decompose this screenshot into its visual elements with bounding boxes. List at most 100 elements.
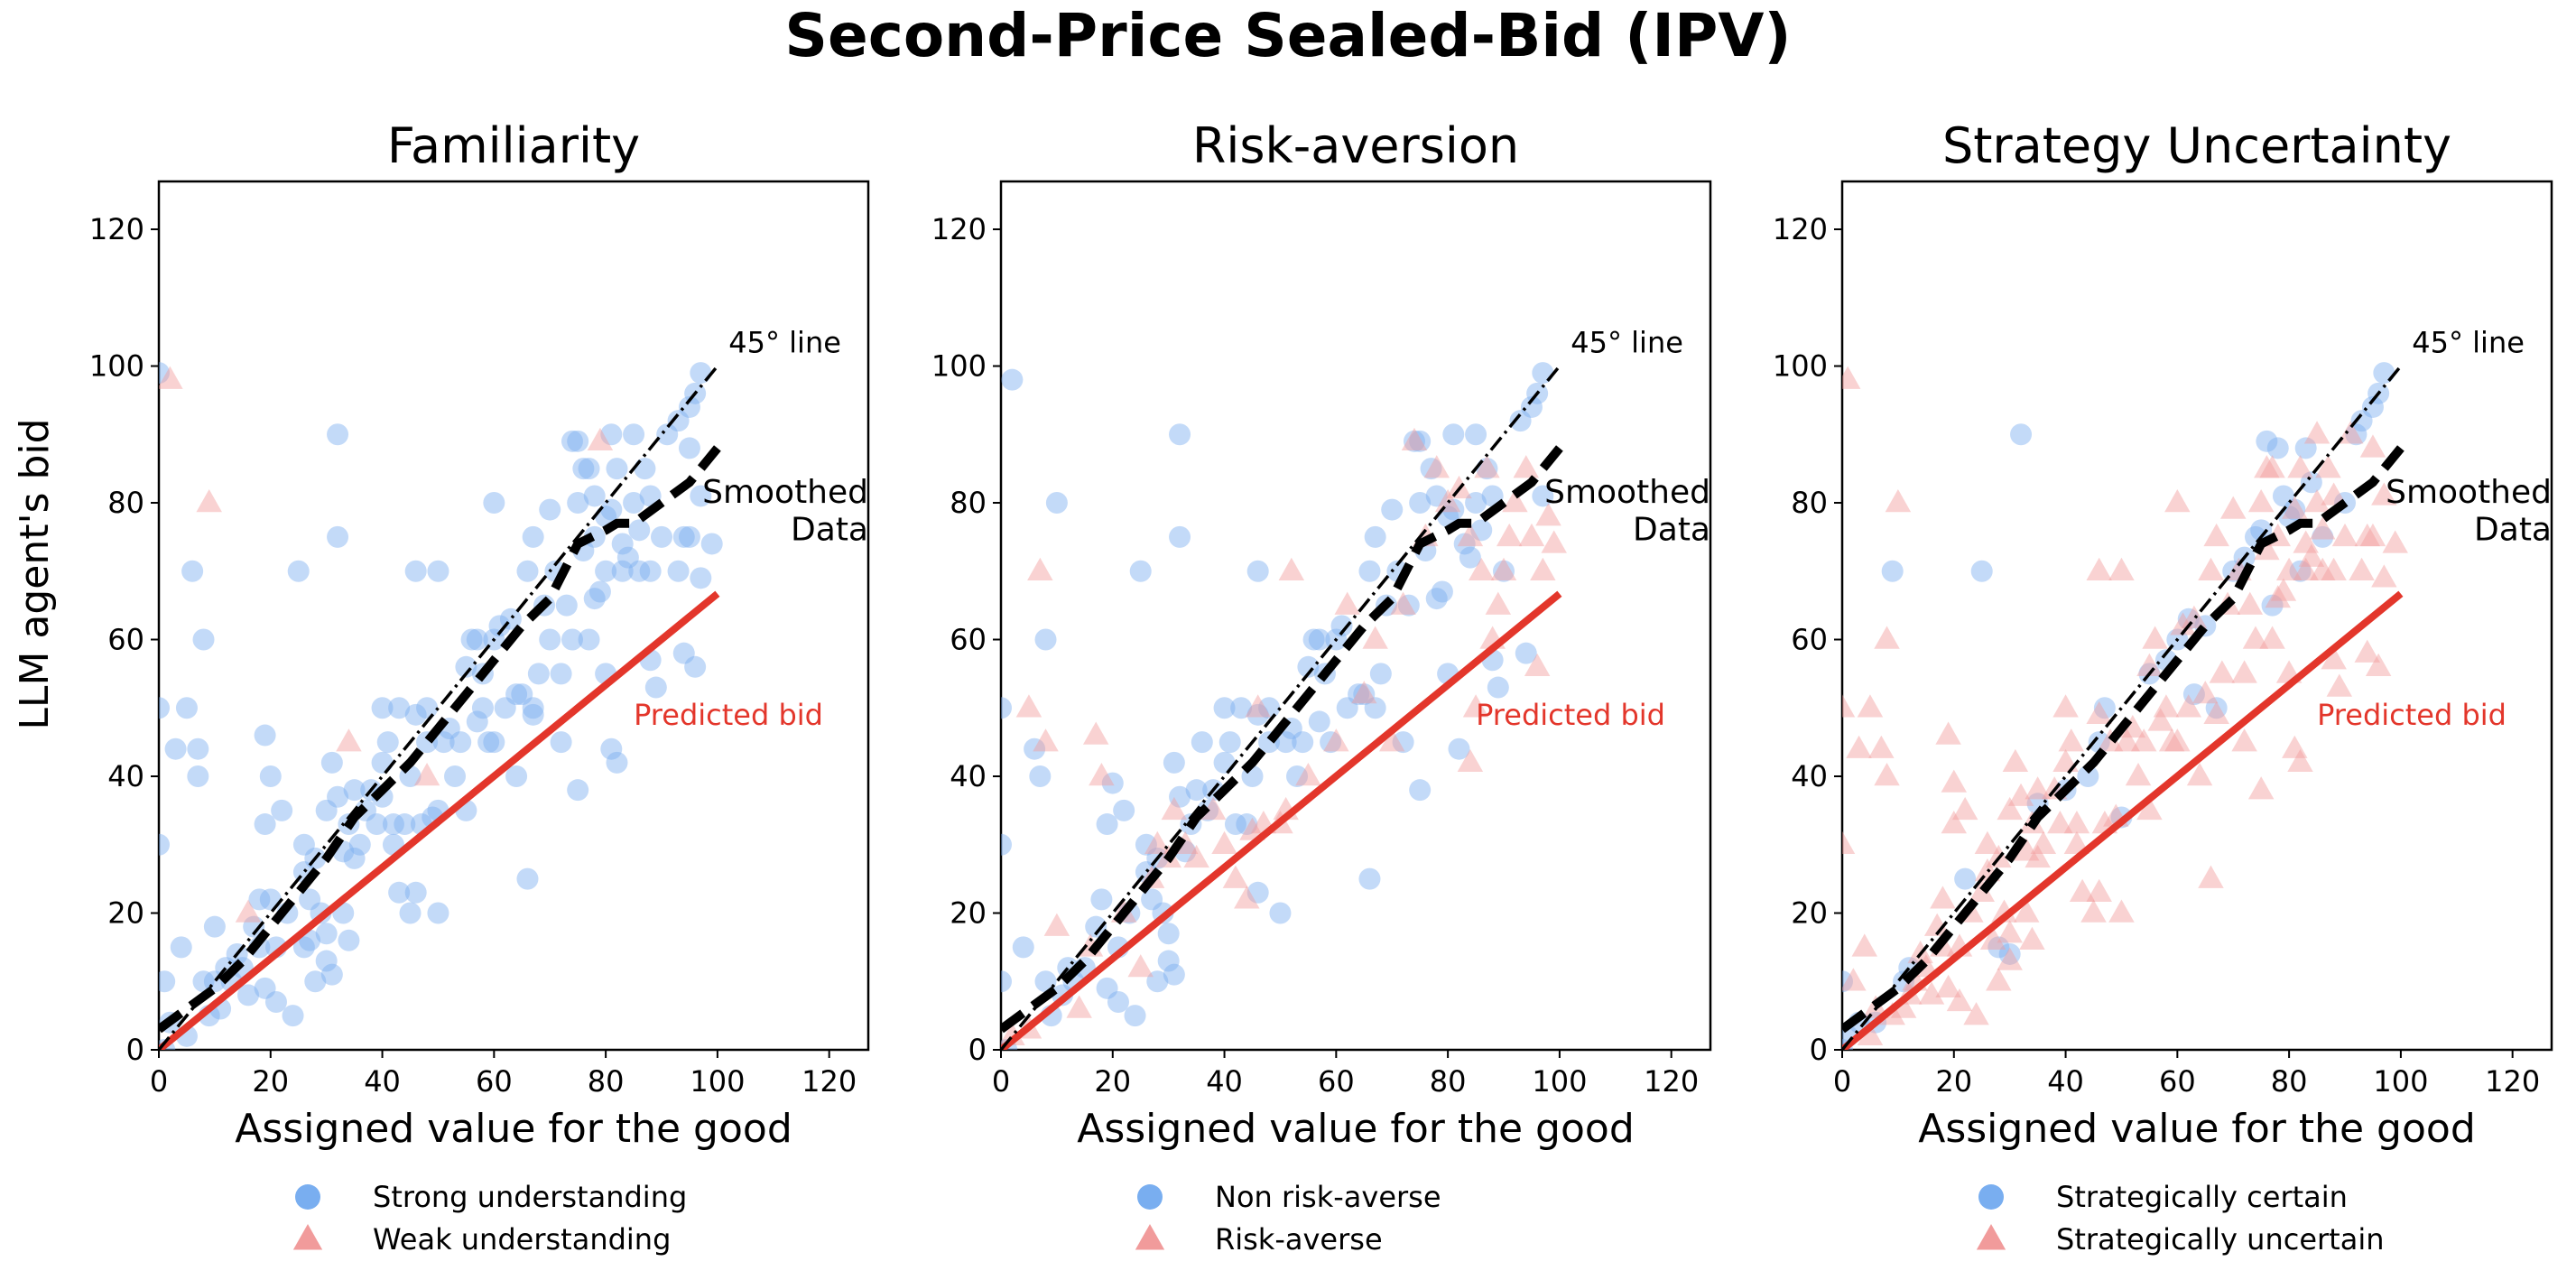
data-point-triangle (1842, 830, 1856, 854)
data-point-triangle (2310, 557, 2336, 580)
data-point-circle (2177, 608, 2200, 630)
data-point-triangle (2030, 830, 2057, 854)
data-point-circle (1425, 588, 1448, 610)
data-point-circle (588, 580, 611, 603)
data-point-circle (606, 458, 628, 480)
data-point-circle (2345, 423, 2368, 446)
data-point-circle (1988, 936, 2010, 959)
y-tick-label: 120 (89, 212, 144, 246)
data-point-triangle (1941, 811, 1968, 834)
data-point-triangle (1474, 455, 1500, 478)
smoothed-label-data: Data (791, 512, 868, 549)
data-point-triangle (1874, 626, 1900, 649)
data-point-circle (1034, 970, 1057, 993)
data-point-circle (1381, 498, 1404, 521)
x-tick-label: 0 (150, 1064, 168, 1099)
x-tick-label: 80 (2271, 1064, 2308, 1099)
data-point-circle (1532, 362, 1554, 385)
data-point-triangle (2114, 728, 2140, 752)
data-point-triangle (1390, 591, 1416, 615)
data-point-circle (348, 833, 371, 856)
predicted-bid-label: Predicted bid (634, 698, 823, 732)
data-point-triangle (1541, 530, 1567, 553)
data-point-circle (1425, 485, 1448, 507)
data-point-circle (634, 458, 656, 480)
x-tick-label: 120 (1644, 1064, 1699, 1099)
data-point-circle (600, 737, 623, 760)
x-tick-label: 60 (1318, 1064, 1355, 1099)
data-point-circle (394, 813, 416, 836)
data-point-circle (1230, 697, 1253, 719)
data-point-triangle (2349, 557, 2375, 580)
x-tick-label: 20 (1935, 1064, 1972, 1099)
data-point-circle (527, 663, 550, 685)
data-point-circle (1442, 498, 1465, 521)
data-point-triangle (2136, 796, 2163, 821)
y-tick-label: 100 (931, 349, 987, 384)
data-point-circle (522, 525, 544, 548)
data-point-triangle (1457, 523, 1484, 547)
data-point-circle (623, 423, 645, 446)
y-tick-label: 0 (126, 1033, 144, 1067)
data-point-circle (444, 765, 467, 788)
data-point-triangle (2282, 735, 2308, 758)
data-point-triangle (336, 728, 362, 752)
data-point-circle (2361, 395, 2384, 418)
data-point-triangle (1518, 523, 1545, 547)
data-point-circle (1001, 368, 1024, 391)
data-point-circle (1224, 813, 1246, 836)
legend: Strong understanding Weak understanding (292, 1180, 687, 1257)
data-point-triangle (587, 427, 614, 451)
data-point-circle (187, 737, 209, 760)
data-point-triangle (2203, 523, 2229, 547)
legend-label: Strong understanding (373, 1180, 687, 1214)
data-point-circle (628, 560, 651, 582)
data-point-triangle (1997, 947, 2023, 970)
data-point-triangle (2058, 728, 2084, 752)
data-point-triangle (1423, 455, 1450, 478)
data-point-triangle (1842, 968, 1867, 991)
data-point-circle (2373, 362, 2395, 385)
y-tick-label: 120 (931, 212, 987, 246)
smoothed-label: Smoothed (2386, 474, 2552, 511)
data-point-triangle (1161, 796, 1188, 821)
data-point-triangle (2025, 776, 2051, 800)
data-point-triangle (2303, 421, 2330, 444)
x-tick-label: 20 (252, 1064, 289, 1099)
subplot-risk-aversion: Risk-aversion 00 20 20 40 40 60 60 80 80 100 100 120… (931, 117, 1712, 1257)
data-point-triangle (2315, 455, 2341, 478)
data-point-circle (1465, 423, 1487, 446)
data-point-circle (159, 833, 170, 856)
data-point-circle (667, 560, 690, 582)
y-tick-label: 40 (107, 759, 144, 793)
data-point-circle (1169, 525, 1191, 548)
data-point-triangle (1401, 427, 1428, 451)
data-point-triangle (2354, 639, 2381, 663)
data-point-triangle (2371, 564, 2397, 588)
data-point-triangle (1334, 591, 1360, 615)
data-point-triangle (1485, 591, 1512, 615)
data-point-circle (1409, 492, 1432, 515)
data-point-circle (449, 731, 472, 754)
data-point-triangle (2002, 748, 2029, 773)
y-axis-label: LLM agent's bid (12, 418, 58, 729)
predicted-bid-label: Predicted bid (2317, 698, 2507, 732)
data-point-circle (1001, 697, 1012, 719)
data-point-triangle (2198, 557, 2224, 580)
data-point-triangle (2175, 694, 2201, 718)
data-point-circle (315, 799, 338, 821)
x-tick-label: 60 (2159, 1064, 2196, 1099)
data-point-circle (399, 902, 422, 924)
data-point-triangle (2136, 653, 2163, 677)
data-point-triangle (1295, 763, 1321, 786)
data-point-circle (2284, 498, 2306, 521)
data-point-circle (460, 628, 483, 651)
data-point-triangle (1979, 926, 2006, 951)
data-point-circle (427, 902, 449, 924)
data-point-circle (466, 628, 488, 651)
data-point-triangle (1490, 557, 1517, 580)
line-45-label: 45° line (1571, 325, 1683, 359)
data-point-triangle (1211, 830, 1237, 854)
data-point-triangle (1918, 981, 1945, 1005)
data-point-circle (1096, 813, 1118, 836)
